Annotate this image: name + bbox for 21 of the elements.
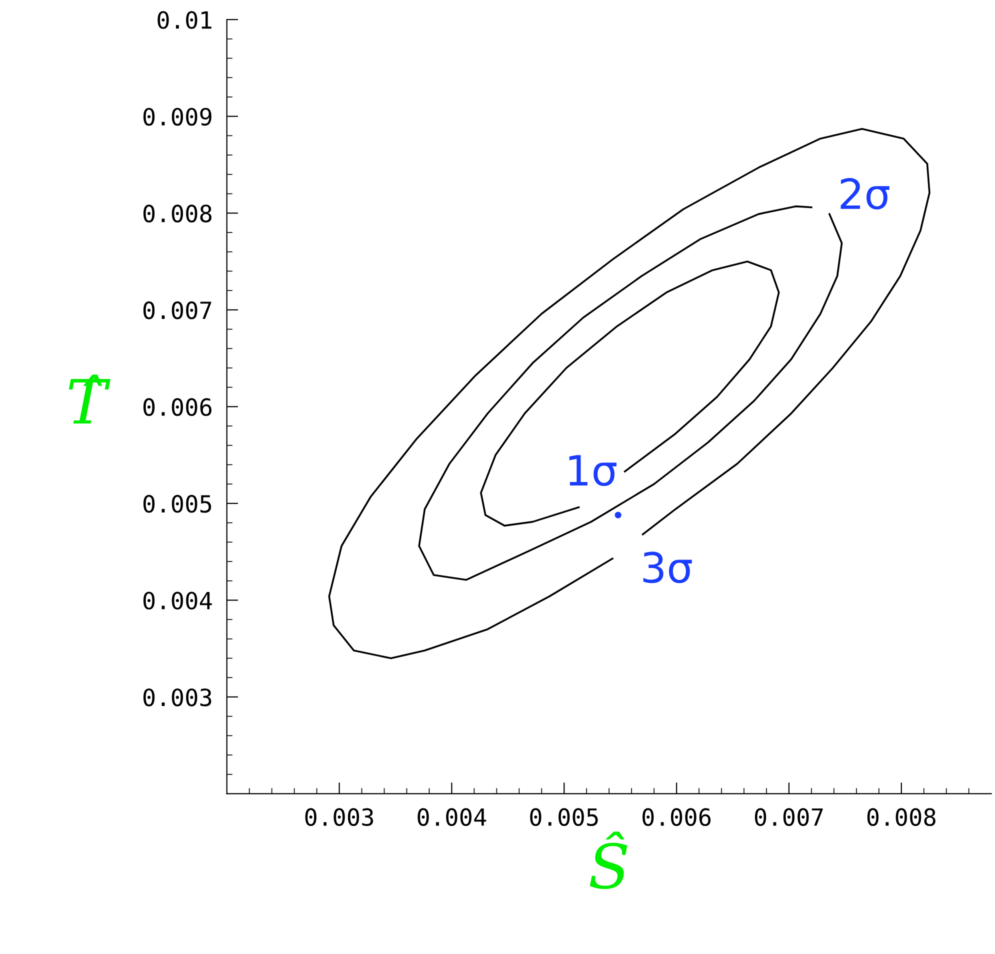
y-tick-label: 0.008	[143, 204, 212, 222]
x-tick-label: 0.008	[867, 808, 936, 826]
y-tick-label: 0.01	[158, 11, 212, 29]
x-tick-label: 0.004	[418, 808, 486, 826]
y-tick-label: 0.007	[143, 301, 212, 320]
y-tick-label: 0.009	[143, 108, 212, 126]
x-tick-label: 0.005	[530, 808, 598, 826]
x-tick-label: 0.003	[305, 808, 374, 826]
y-tick-label: 0.004	[143, 592, 212, 610]
line-series	[480, 260, 780, 527]
x-axis-title: Ŝ	[590, 832, 628, 890]
annotation: 3σ	[643, 552, 692, 584]
line-series	[328, 128, 930, 660]
y-tick-label: 0.005	[143, 494, 212, 513]
annotation: 2σ	[840, 178, 890, 210]
x-tick-label: 0.007	[754, 808, 823, 826]
x-tick-label: 0.006	[642, 808, 711, 826]
y-tick-label: 0.006	[143, 398, 212, 416]
annotation: 1σ	[569, 455, 616, 486]
y-tick-label: 0.003	[143, 688, 212, 706]
y-axis-title: T̂	[68, 374, 110, 424]
